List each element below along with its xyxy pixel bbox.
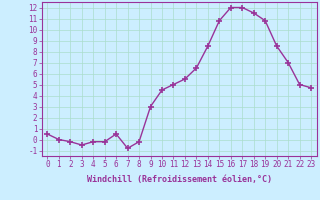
X-axis label: Windchill (Refroidissement éolien,°C): Windchill (Refroidissement éolien,°C) xyxy=(87,175,272,184)
